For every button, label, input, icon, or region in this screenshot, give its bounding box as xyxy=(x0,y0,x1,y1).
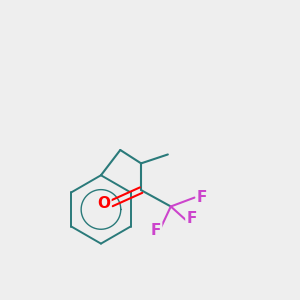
Text: F: F xyxy=(151,223,161,238)
Text: F: F xyxy=(197,190,207,205)
Text: O: O xyxy=(98,196,110,211)
Text: F: F xyxy=(186,211,197,226)
